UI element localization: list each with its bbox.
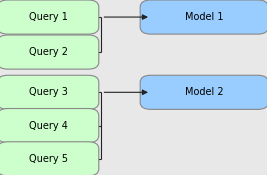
Text: Query 2: Query 2 — [29, 47, 68, 57]
Text: Query 1: Query 1 — [29, 12, 68, 22]
FancyBboxPatch shape — [0, 108, 99, 143]
Text: Query 5: Query 5 — [29, 154, 68, 164]
FancyBboxPatch shape — [0, 35, 99, 69]
Text: Model 1: Model 1 — [185, 12, 223, 22]
Text: Query 4: Query 4 — [29, 121, 68, 131]
Text: Model 2: Model 2 — [185, 87, 223, 97]
FancyBboxPatch shape — [0, 0, 99, 34]
FancyBboxPatch shape — [140, 0, 267, 34]
FancyBboxPatch shape — [0, 75, 99, 109]
FancyBboxPatch shape — [140, 75, 267, 109]
FancyBboxPatch shape — [0, 142, 99, 175]
Text: Query 3: Query 3 — [29, 87, 68, 97]
